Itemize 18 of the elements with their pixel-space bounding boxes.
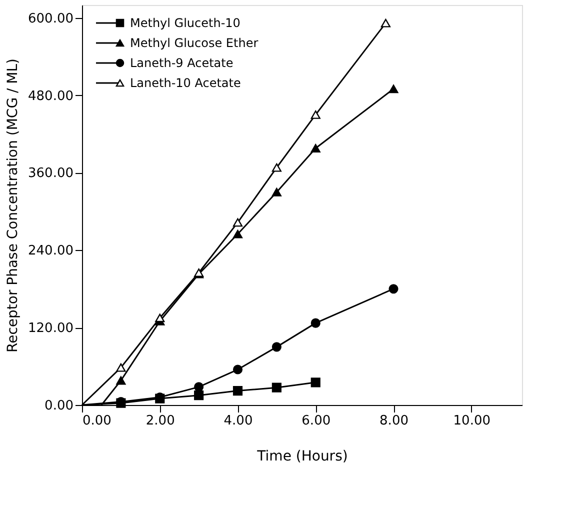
legend-label: Methyl Glucose Ether [130,36,258,50]
legend-label: Laneth-9 Acetate [130,56,234,70]
y-axis-title: Receptor Phase Concentration (MCG / ML) [5,58,22,353]
y-tick-label: 0.00 [44,398,74,414]
x-tick-label: 10.00 [453,414,490,428]
x-tick-label: 0.00 [82,414,112,428]
x-tick-label: 8.00 [380,414,408,428]
y-tick-label: 120.00 [28,321,74,336]
y-tick-label: 600.00 [28,11,74,26]
x-tick-label: 6.00 [302,414,331,428]
y-tick-label: 360.00 [28,166,74,182]
x-axis-title: Time (Hours) [256,448,348,464]
y-tick-label: 240.00 [28,244,74,259]
y-tick-label: 480.00 [28,88,74,104]
legend-label: Laneth-10 Acetate [130,76,241,90]
x-tick-label: 2.00 [146,414,175,428]
x-tick-label: 4.00 [224,414,253,428]
legend-label: Methyl Gluceth-10 [130,16,240,30]
